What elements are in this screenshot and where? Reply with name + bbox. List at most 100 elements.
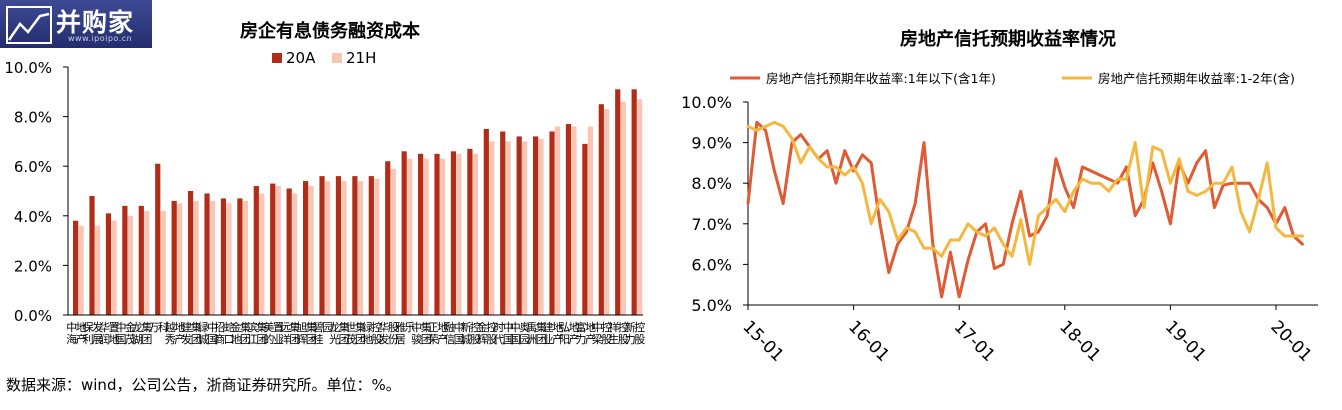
x-tick-char: 产 [437,332,448,346]
x-tick-label-column: 集团 [339,320,350,346]
x-tick-char: 产 [569,332,580,346]
x-tick-label-column: 中梁 [592,321,603,346]
x-tick-char: 业 [273,333,284,346]
x-tick-char: 的 [263,332,274,346]
bar-20A [434,153,440,315]
x-tick-label-column: 金辉 [477,320,488,346]
x-tick-char: 生 [608,332,619,346]
bar-21H [571,126,577,316]
x-tick-char: 建 [543,320,554,334]
bar-20A [171,200,177,315]
bar-21H [637,99,643,316]
bar-20A [105,213,112,315]
x-tick-char: 集 [536,320,547,334]
x-tick-label-column: 园 [322,321,333,334]
bar-20A [385,161,391,315]
x-tick-char: 利 [83,333,94,346]
legend-label: 房地产信托预期年收益率:1年以下(含1年) [766,71,996,86]
bar-21H [587,126,593,316]
x-tick-char: 控 [634,320,645,334]
x-tick-char: 份 [388,333,399,346]
bar-21H [177,203,183,315]
x-tick-label-column: 建业 [543,320,554,346]
x-tick-char: 科 [158,320,169,334]
bar-20A [352,176,358,315]
x-tick-char: 团 [339,333,350,346]
x-tick-label-column: 富力 [576,320,587,346]
x-tick-char: 奥 [519,320,530,334]
bar-20A [516,136,522,315]
x-tick-char: 团 [240,333,251,346]
x-tick-char: 集 [355,320,366,334]
bar-21H [554,126,561,316]
x-tick-char: 口 [224,333,235,346]
x-tick-char: 置 [273,321,284,334]
x-tick-label-column: 地产 [76,321,87,346]
x-tick-char: 集 [306,320,317,334]
x-tick-label: 15-01 [738,317,787,366]
x-tick-char: 中 [207,321,218,334]
x-tick-char: 团 [355,333,366,346]
x-tick-char: 滨 [247,320,258,334]
x-tick-char: 股 [470,333,481,346]
x-tick-char: 碧 [313,321,324,334]
x-tick-char: 桂 [313,332,324,346]
chart-legend: 20A 21H [272,49,376,67]
bar-20A [220,198,227,315]
bar-20A [500,131,506,315]
x-tick-char: 秀 [165,333,176,346]
x-tick-char: 中 [454,321,465,334]
x-tick-label-column: 龙湖 [132,321,143,346]
x-axis: 15-01 16-01 17-01 18-01 19-01 20-01 [738,304,1318,366]
x-tick-char: 中 [503,321,514,334]
x-tick-label: 碧桂园 [313,321,334,346]
x-tick-char: 股 [388,321,399,334]
line-chart: 房地产信托预期收益率情况 房地产信托预期年收益率:1年以下(含1年) 房地产信托预… [681,28,1318,366]
x-tick-label: 20-01 [1266,317,1315,366]
legend-label: 21H [346,49,376,67]
x-tick-char: 骏 [411,332,422,346]
x-tick-label-column: 金地 [231,320,242,346]
bar-20A [615,89,621,315]
bar-20A [73,220,79,315]
x-tick-label-column: 乐 [404,321,415,334]
y-tick-label: 9.0% [691,134,732,153]
bar-21H [78,225,84,315]
bar-20A [467,148,473,315]
x-tick-label-column: 中国 [454,321,465,346]
x-tick-label-column: 集团 [240,320,251,346]
x-tick-char: 祥 [608,320,619,334]
bar-21H [193,200,199,315]
x-tick-char: 国 [510,333,521,346]
x-tick-char: 团 [191,333,202,346]
y-tick-label: 5.0% [691,296,732,315]
bar-20A [450,151,457,315]
x-tick-label-column: 绿地 [362,320,373,346]
x-tick-char: 城 [198,333,209,346]
x-tick-label-column: 中国 [116,321,127,346]
x-tick-label: 16-01 [844,317,893,366]
x-tick-char: 股 [371,333,382,346]
x-tick-label-column: 中国 [207,321,218,346]
x-tick-char: 世 [346,321,357,334]
x-tick-char: 控 [601,320,612,334]
bar-20A [204,193,210,315]
x-tick-label-column: 中国 [510,321,521,346]
bar-21H [620,101,626,315]
x-tick-label-column: 金茂 [125,320,136,346]
x-tick-char: 洲 [526,333,537,346]
x-tick-char: 富 [576,320,587,334]
x-tick-char: 金 [125,320,136,334]
x-tick-label-column: 控股 [634,320,645,346]
x-tick-char: 保 [83,320,94,334]
